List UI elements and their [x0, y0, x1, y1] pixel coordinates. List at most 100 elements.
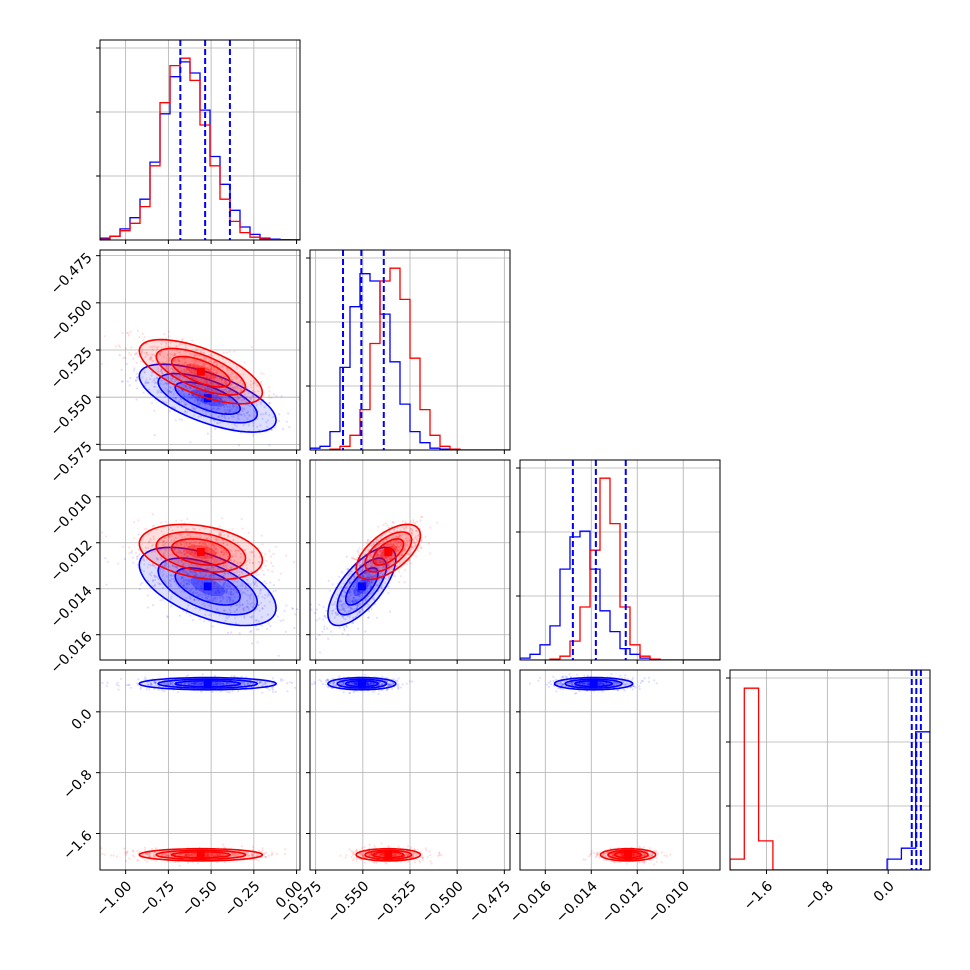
scatter-point: [196, 364, 199, 367]
scatter-point: [226, 590, 229, 594]
scatter-point: [375, 565, 378, 568]
scatter-point: [376, 544, 379, 547]
scatter-point: [194, 354, 197, 357]
scatter-point: [207, 388, 210, 392]
scatter-point: [232, 555, 235, 558]
scatter-point: [185, 366, 188, 369]
scatter-point: [398, 533, 401, 537]
scatter-point: [180, 581, 183, 584]
scatter-point: [370, 544, 373, 547]
scatter-point: [365, 572, 369, 575]
scatter-point: [173, 380, 176, 383]
scatter-point: [205, 553, 208, 557]
scatter-point: [212, 544, 215, 547]
scatter-point: [215, 608, 219, 611]
scatter-point: [143, 371, 146, 374]
scatter-point: [359, 609, 362, 613]
scatter-point: [147, 683, 150, 686]
scatter-point: [170, 574, 173, 577]
scatter-point: [265, 421, 268, 424]
scatter-point: [192, 365, 195, 368]
scatter-point: [171, 683, 174, 687]
scatter-point: [194, 378, 197, 381]
scatter-point: [376, 567, 379, 570]
scatter-point: [356, 549, 359, 552]
scatter-point: [191, 564, 194, 567]
scatter-point: [352, 596, 355, 599]
scatter-point: [243, 592, 246, 595]
scatter-point: [245, 676, 248, 679]
scatter-point: [194, 360, 197, 363]
scatter-point: [167, 585, 171, 588]
scatter-point: [216, 394, 220, 397]
scatter-point: [216, 401, 219, 404]
scatter-point: [215, 421, 219, 425]
scatter-point: [162, 573, 165, 576]
scatter-point: [380, 537, 383, 540]
scatter-point: [195, 406, 198, 409]
scatter-point: [375, 540, 378, 543]
scatter-point: [180, 554, 183, 557]
scatter-point: [219, 600, 222, 603]
scatter-point: [187, 534, 190, 537]
scatter-point: [415, 539, 419, 542]
scatter-point: [190, 396, 193, 399]
scatter-point: [189, 570, 192, 573]
scatter-point: [368, 584, 371, 587]
scatter-point: [375, 561, 379, 564]
scatter-point: [167, 346, 170, 349]
scatter-point: [214, 538, 217, 541]
scatter-point: [241, 409, 244, 412]
scatter-point: [157, 688, 160, 691]
scatter-point: [248, 414, 251, 417]
scatter-point: [229, 599, 232, 602]
scatter-point: [223, 590, 227, 593]
scatter-point: [165, 360, 168, 363]
scatter-point: [192, 376, 196, 379]
scatter-point: [230, 566, 233, 569]
scatter-point: [163, 682, 166, 685]
scatter-point: [267, 622, 270, 625]
scatter-point: [388, 563, 391, 566]
scatter-point: [397, 545, 400, 548]
scatter-point: [174, 566, 177, 569]
scatter-point: [182, 853, 185, 856]
scatter-point: [369, 553, 372, 557]
scatter-point: [318, 682, 320, 684]
scatter-point: [196, 564, 199, 567]
scatter-point: [403, 540, 406, 543]
scatter-point: [393, 528, 396, 532]
scatter-point: [357, 593, 360, 596]
scatter-point: [212, 573, 216, 577]
scatter-point: [227, 417, 230, 420]
scatter-point: [404, 549, 407, 552]
scatter-point: [239, 552, 243, 556]
scatter-point: [357, 590, 360, 593]
scatter-point: [189, 534, 192, 538]
scatter-point: [212, 854, 215, 857]
scatter-point: [231, 593, 234, 596]
scatter-point: [321, 630, 324, 633]
scatter-point: [367, 572, 370, 576]
scatter-point: [383, 572, 386, 575]
scatter-point: [194, 588, 197, 591]
scatter-point: [215, 683, 218, 686]
scatter-point: [195, 388, 198, 391]
scatter-point: [194, 682, 197, 685]
scatter-point: [228, 608, 231, 611]
scatter-point: [245, 389, 248, 392]
scatter-point: [413, 541, 416, 544]
scatter-point: [392, 548, 395, 551]
scatter-point: [121, 332, 124, 335]
scatter-point: [243, 398, 246, 401]
scatter-point: [340, 603, 343, 606]
scatter-point: [179, 533, 183, 536]
scatter-point: [246, 602, 249, 605]
scatter-point: [247, 608, 250, 611]
scatter-point: [373, 543, 376, 546]
scatter-point: [189, 571, 192, 574]
scatter-point: [342, 582, 346, 585]
scatter-point: [370, 561, 373, 564]
scatter-point: [250, 592, 253, 595]
scatter-point: [209, 354, 212, 357]
